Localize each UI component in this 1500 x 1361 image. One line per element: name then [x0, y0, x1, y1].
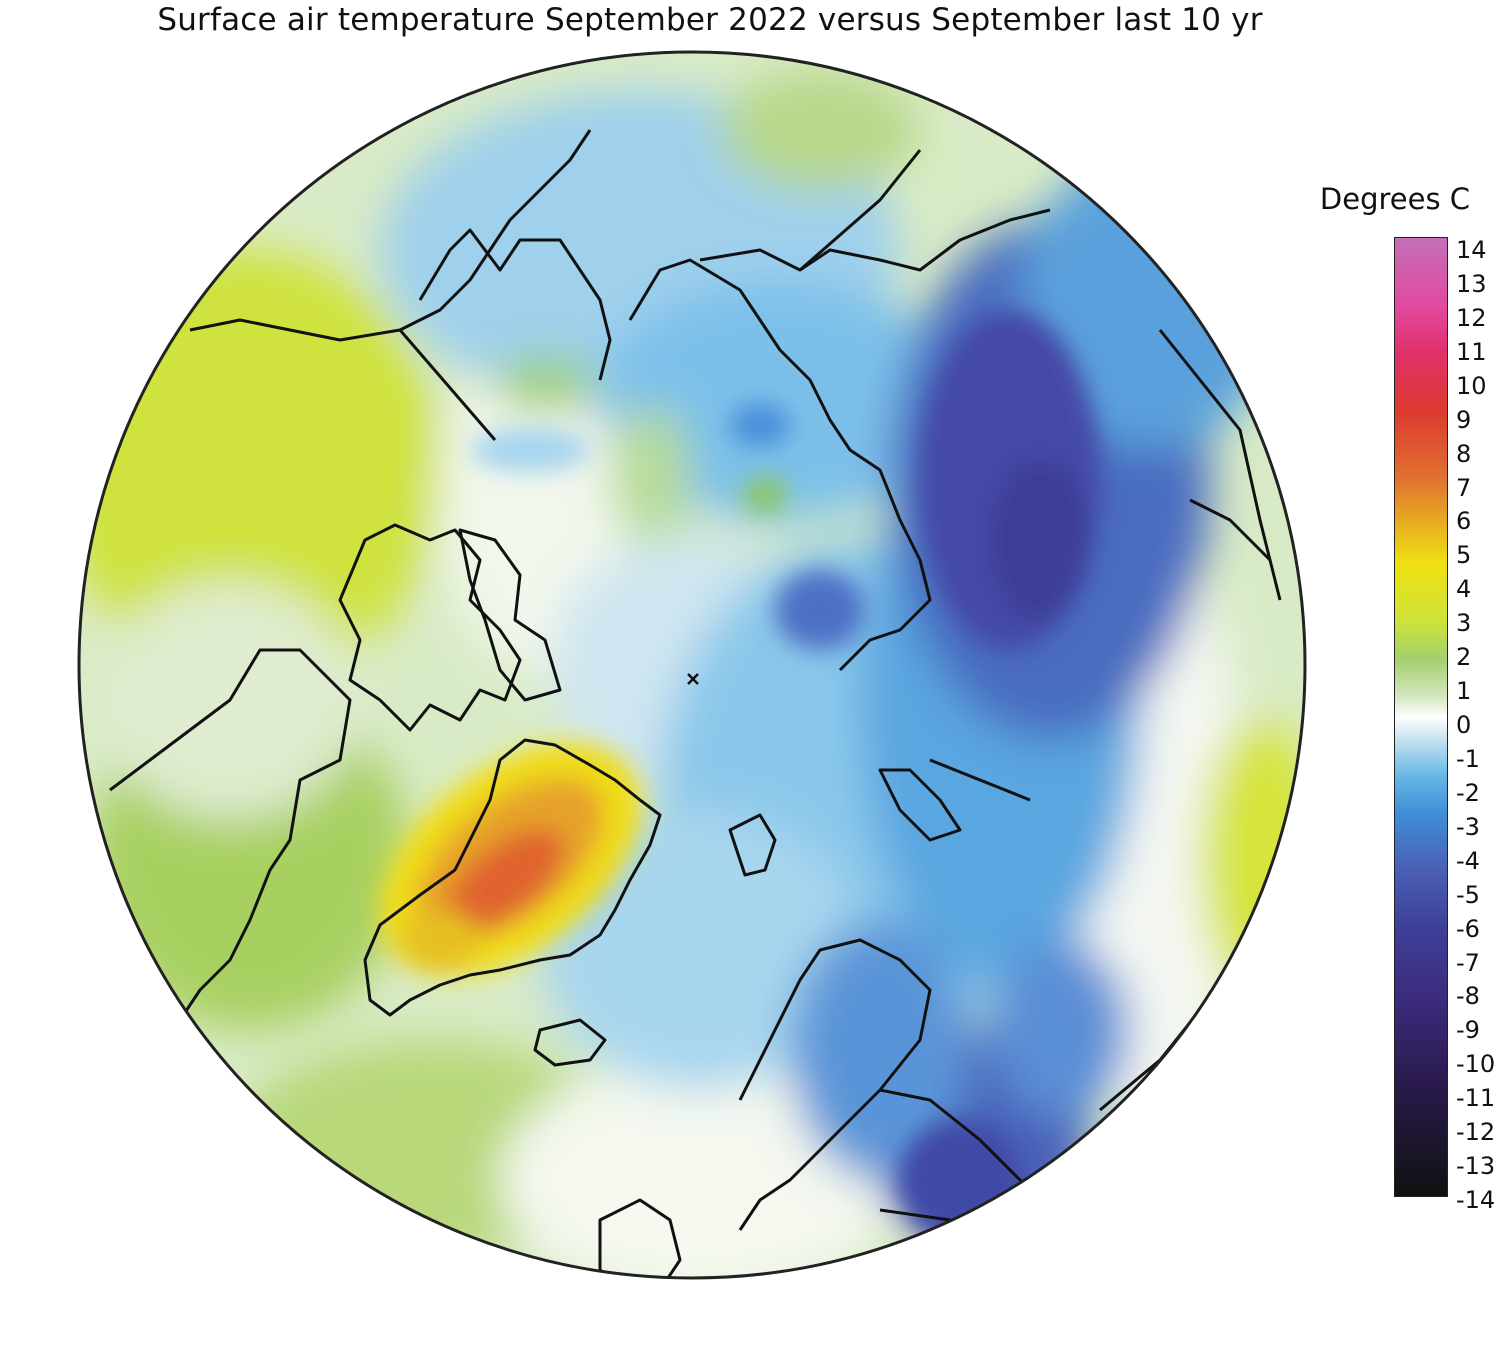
colorbar-tick-label: -11: [1456, 1084, 1496, 1113]
colorbar-tick-label: 1: [1456, 677, 1472, 706]
colorbar-tick-label: 7: [1456, 473, 1472, 502]
colorbar-tick-label: -7: [1456, 948, 1480, 977]
colorbar-tick-label: 5: [1456, 541, 1472, 570]
colorbar-tick-label: 13: [1456, 269, 1487, 298]
siberian-coast: [628, 258, 932, 672]
colorbar-tick-label: 2: [1456, 643, 1472, 672]
colorbar-tick-label: -6: [1456, 914, 1480, 943]
map-title: Surface air temperature September 2022 v…: [157, 2, 1263, 38]
colorbar-tick-label: -14: [1456, 1186, 1496, 1214]
colorbar-tick-label: 6: [1456, 507, 1472, 536]
colorbar-tick-label: -1: [1456, 744, 1480, 773]
colorbar-tick-label: 4: [1456, 575, 1472, 604]
colorbar-tick-label: 14: [1456, 236, 1487, 264]
colorbar-tick-label: -5: [1456, 880, 1480, 909]
north-america-coast: [109, 648, 352, 1021]
iceland-outline: [533, 1018, 607, 1067]
canadian-archipelago-outline: [338, 523, 522, 732]
colorbar-tick-label: 9: [1456, 405, 1472, 434]
colorbar-tick-label: 0: [1456, 711, 1472, 739]
colorbar-tick-label: 12: [1456, 303, 1487, 332]
colorbar-tick-label: 11: [1456, 337, 1487, 366]
svalbard-outline: [728, 813, 777, 877]
map-boundary: [77, 50, 1307, 1280]
colorbar-tick-label: 8: [1456, 439, 1472, 468]
colorbar-tick-label: -3: [1456, 812, 1480, 841]
colorbar-tick-label: 10: [1456, 371, 1487, 400]
scandinavia-coast: [738, 938, 932, 1231]
colorbar-tick-label: -2: [1456, 778, 1480, 807]
colorbar-tick-label: -13: [1456, 1152, 1496, 1181]
north-pole-marker: [687, 673, 699, 685]
greenland-outline: [363, 738, 662, 1017]
colorbar-ticks: 14 13 12 11 10 9 8 7 6 5 4 3 2 1 0 -1 -2 -3 -4 -5 -6 -7 -8 -9 -1…: [1456, 0, 1500, 1361]
colorbar-tick-label: -12: [1456, 1118, 1496, 1147]
novaya-zemlya-outline: [878, 768, 962, 842]
colorbar-tick-label: 3: [1456, 609, 1472, 638]
alaska-chukotka-coast: [189, 129, 592, 342]
colorbar: [1394, 237, 1448, 1197]
legend-title: Degrees C: [1319, 182, 1471, 216]
colorbar-tick-label: -8: [1456, 982, 1480, 1011]
colorbar-tick-label: -10: [1456, 1050, 1496, 1079]
colorbar-tick-label: -9: [1456, 1016, 1480, 1045]
colorbar-tick-label: -4: [1456, 846, 1480, 875]
